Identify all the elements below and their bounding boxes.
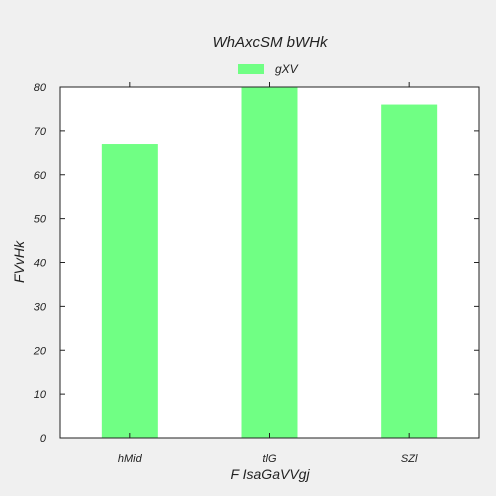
y-tick-label-20: 20 bbox=[33, 345, 47, 357]
y-axis-label: FVvHk bbox=[11, 240, 27, 283]
legend-label: gXV bbox=[275, 62, 299, 76]
bar-tlG bbox=[241, 87, 298, 438]
y-tick-label-70: 70 bbox=[34, 126, 47, 138]
bar-SZl bbox=[381, 104, 438, 439]
bar-hMid bbox=[101, 144, 158, 438]
y-tick-label-0: 0 bbox=[40, 433, 47, 445]
y-tick-label-10: 10 bbox=[34, 389, 47, 401]
y-axis-ticks: 0 10 20 30 40 50 60 70 80 bbox=[33, 82, 479, 445]
y-tick-label-40: 40 bbox=[34, 258, 47, 270]
bars-layer bbox=[101, 87, 438, 439]
y-tick-label-30: 30 bbox=[34, 301, 47, 313]
x-axis-label: F IsaGaVVgj bbox=[230, 466, 310, 482]
legend-swatch bbox=[238, 64, 264, 74]
x-tick-label-SZl: SZl bbox=[401, 453, 418, 465]
x-tick-label-hMid: hMid bbox=[118, 453, 143, 465]
y-tick-label-80: 80 bbox=[34, 82, 47, 94]
legend: gXV bbox=[238, 62, 299, 76]
x-axis-ticks: hMid tlG SZl bbox=[118, 82, 418, 465]
chart-title: WhAxcSM bWHk bbox=[212, 34, 329, 51]
x-tick-label-tlG: tlG bbox=[262, 453, 277, 465]
y-tick-label-50: 50 bbox=[34, 214, 47, 226]
y-tick-label-60: 60 bbox=[34, 170, 47, 182]
